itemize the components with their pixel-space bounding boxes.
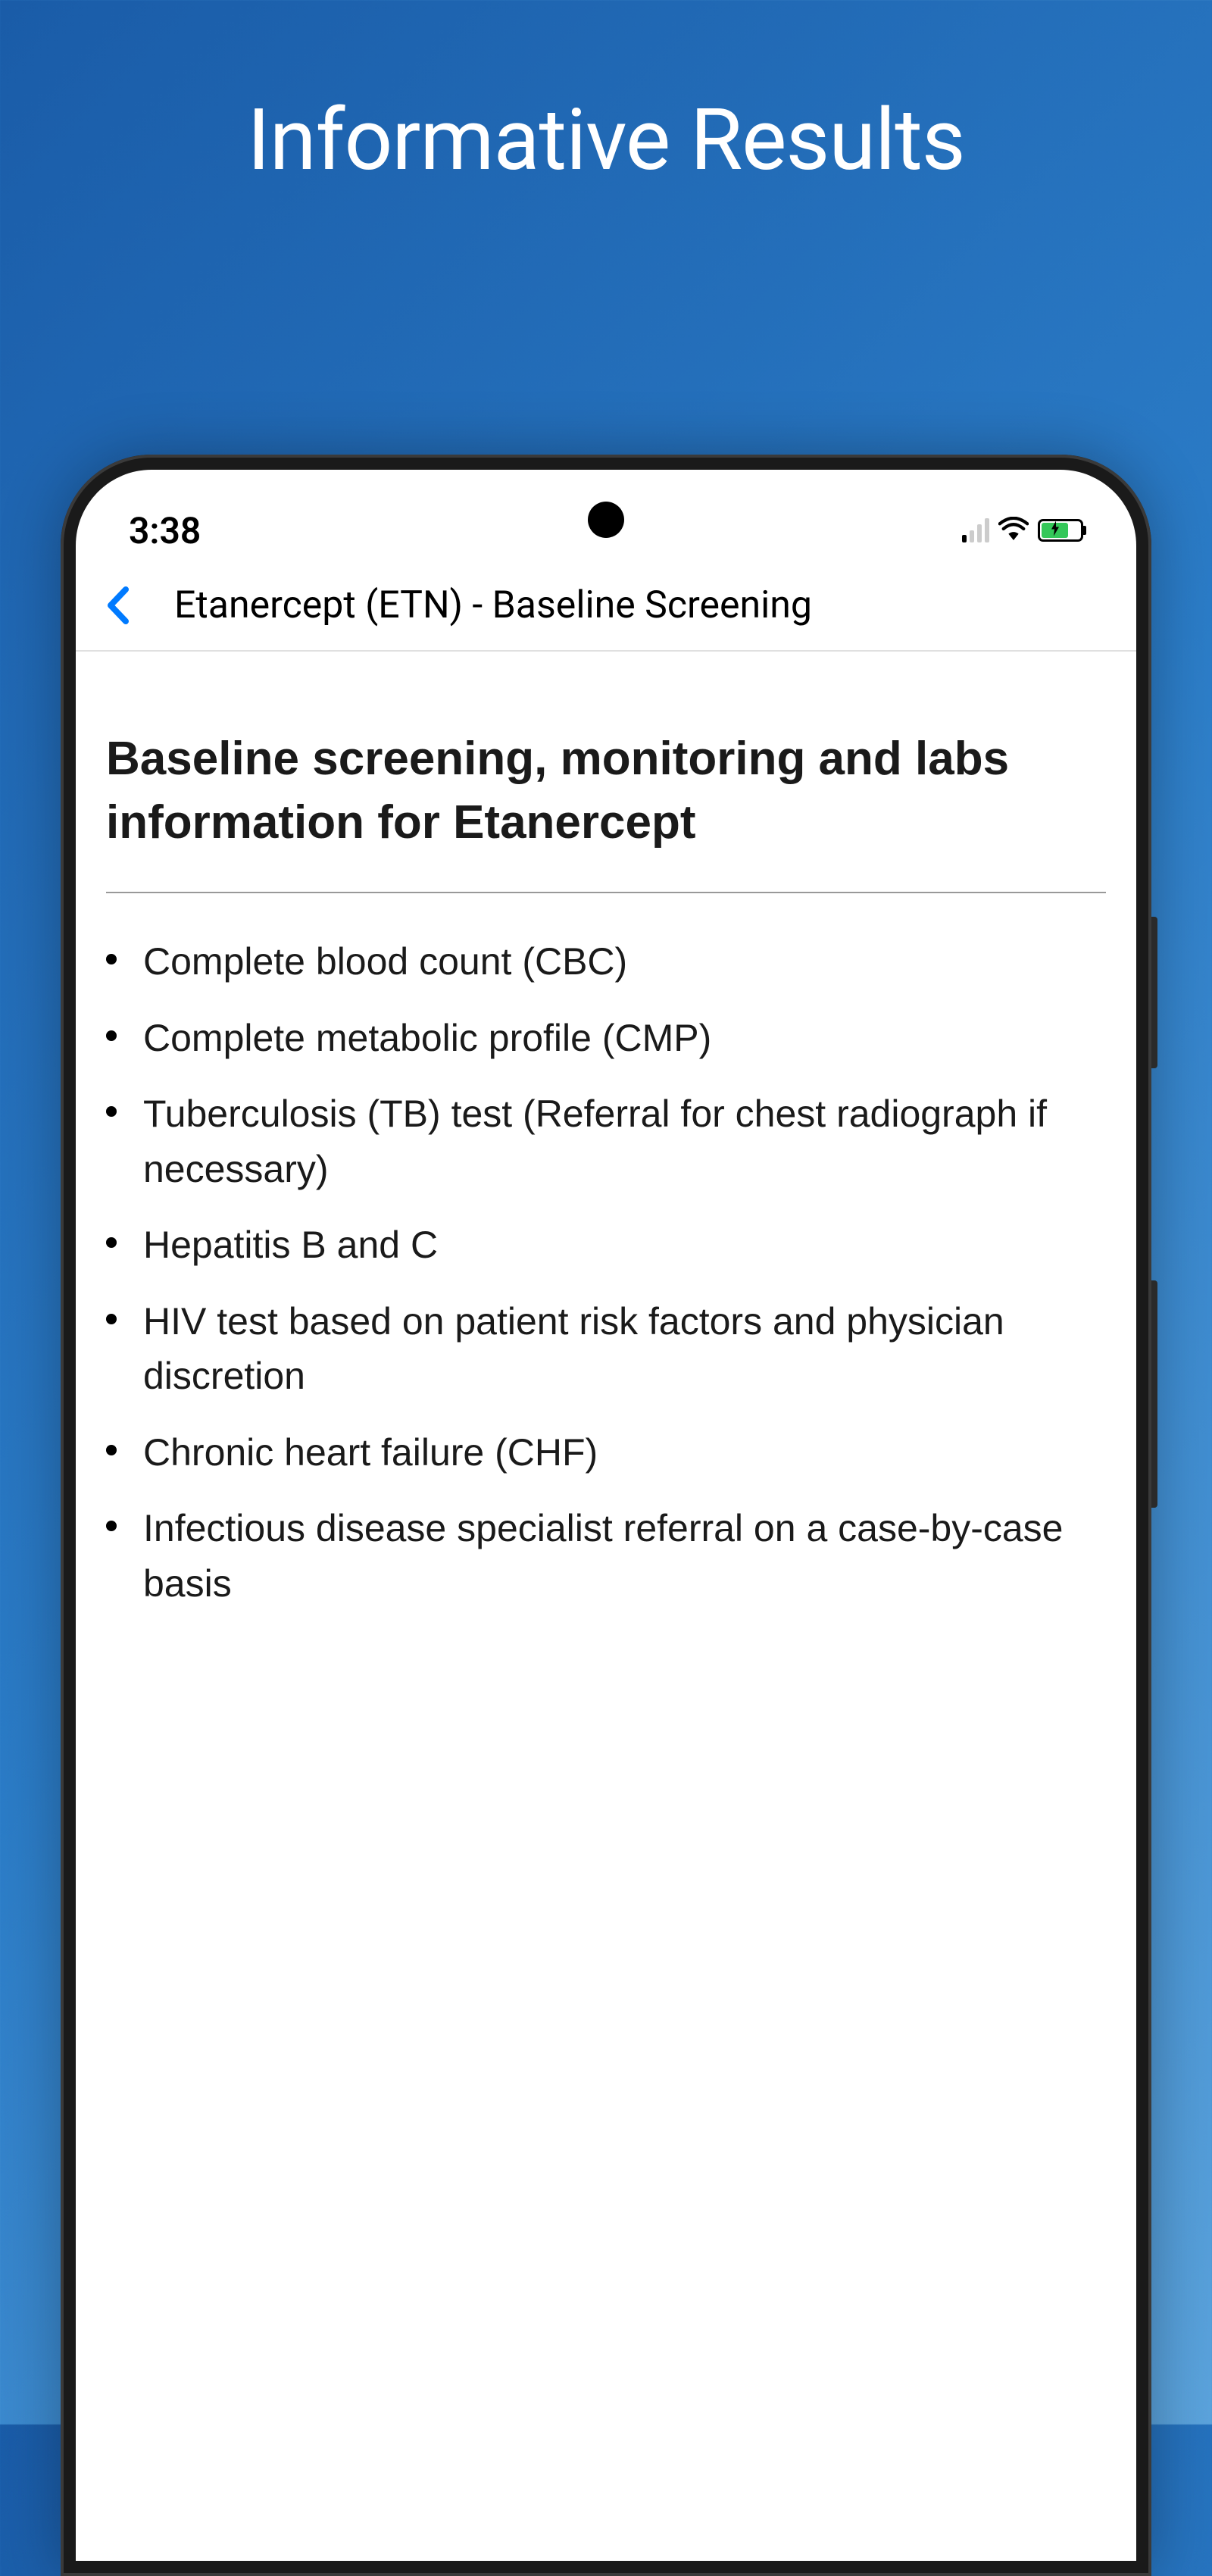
status-time: 3:38 bbox=[129, 509, 201, 552]
screening-list: Complete blood count (CBC) Complete meta… bbox=[106, 893, 1106, 1621]
item-text: HIV test based on patient risk factors a… bbox=[143, 1294, 1106, 1404]
back-button[interactable] bbox=[98, 586, 136, 624]
wifi-icon bbox=[998, 517, 1029, 544]
item-text: Complete blood count (CBC) bbox=[143, 934, 1106, 989]
content-heading: Baseline screening, monitoring and labs … bbox=[106, 727, 1106, 893]
nav-header: Etanercept (ETN) - Baseline Screening bbox=[76, 561, 1136, 652]
item-text: Hepatitis B and C bbox=[143, 1218, 1106, 1273]
bullet-icon bbox=[106, 1030, 117, 1041]
item-text: Complete metabolic profile (CMP) bbox=[143, 1011, 1106, 1066]
cellular-signal-icon bbox=[962, 518, 989, 542]
list-item: Chronic heart failure (CHF) bbox=[106, 1415, 1106, 1491]
bullet-icon bbox=[106, 1521, 117, 1531]
list-item: Complete metabolic profile (CMP) bbox=[106, 1000, 1106, 1077]
list-item: Infectious disease specialist referral o… bbox=[106, 1490, 1106, 1621]
nav-title: Etanercept (ETN) - Baseline Screening bbox=[174, 583, 812, 627]
bullet-icon bbox=[106, 1314, 117, 1324]
phone-frame: 3:38 bbox=[61, 455, 1151, 2576]
chevron-left-icon bbox=[106, 586, 129, 624]
list-item: Hepatitis B and C bbox=[106, 1207, 1106, 1283]
list-item: HIV test based on patient risk factors a… bbox=[106, 1283, 1106, 1415]
phone-side-button bbox=[1151, 917, 1157, 1068]
list-item: Tuberculosis (TB) test (Referral for che… bbox=[106, 1076, 1106, 1207]
status-icons bbox=[962, 517, 1083, 544]
item-text: Infectious disease specialist referral o… bbox=[143, 1501, 1106, 1611]
item-text: Chronic heart failure (CHF) bbox=[143, 1425, 1106, 1480]
phone-screen: 3:38 bbox=[76, 470, 1136, 2561]
bullet-icon bbox=[106, 1237, 117, 1248]
bullet-icon bbox=[106, 1445, 117, 1455]
charging-bolt-icon bbox=[1050, 521, 1060, 540]
camera-notch bbox=[588, 502, 624, 538]
item-text: Tuberculosis (TB) test (Referral for che… bbox=[143, 1086, 1106, 1196]
content-area: Baseline screening, monitoring and labs … bbox=[76, 652, 1136, 1652]
promo-title: Informative Results bbox=[0, 0, 1212, 190]
bullet-icon bbox=[106, 954, 117, 964]
list-item: Complete blood count (CBC) bbox=[106, 924, 1106, 1000]
bullet-icon bbox=[106, 1106, 117, 1117]
phone-side-button bbox=[1151, 1280, 1157, 1508]
battery-icon bbox=[1038, 519, 1083, 542]
